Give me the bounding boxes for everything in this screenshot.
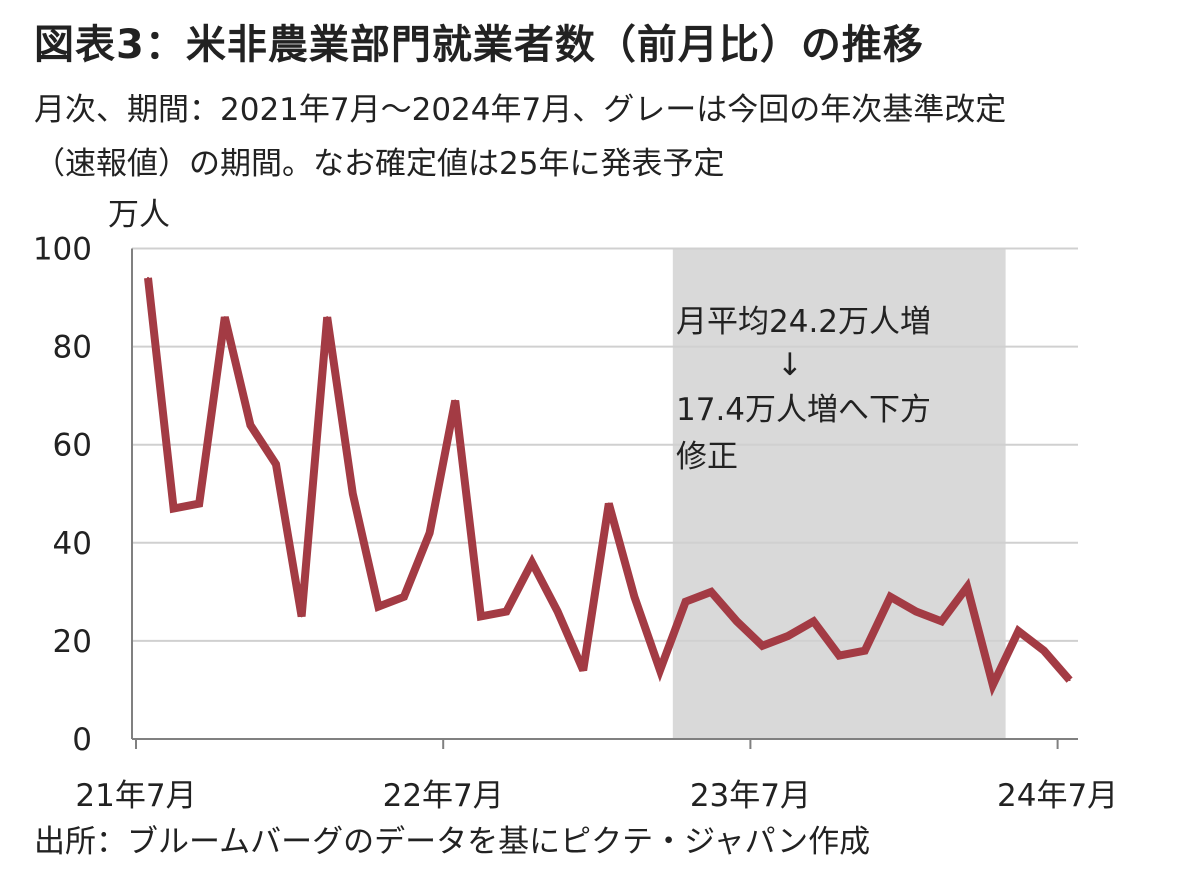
data-point [428, 531, 431, 534]
chart-title: 図表3：米非農業部門就業者数（前月比）の推移 [34, 22, 924, 68]
data-point [607, 502, 610, 505]
data-point [838, 654, 841, 657]
data-point [249, 424, 252, 427]
data-point [812, 620, 815, 623]
data-point [147, 276, 149, 279]
y-tick-label: 100 [33, 232, 92, 268]
data-point [710, 590, 713, 593]
data-point [403, 595, 405, 598]
data-point [479, 615, 482, 618]
x-tick-label: 22年7月 [383, 778, 504, 814]
data-point [633, 595, 636, 598]
data-point [172, 507, 175, 510]
annotation-line: 修正 [676, 439, 738, 475]
data-point [275, 463, 277, 466]
data-point [454, 399, 457, 402]
data-point [787, 634, 789, 637]
data-point [1017, 630, 1020, 633]
y-tick-label: 80 [53, 330, 92, 366]
data-point [684, 600, 687, 603]
data-point [761, 644, 764, 647]
annotation-line: 17.4万人増へ下方 [676, 392, 931, 428]
x-tick-label: 21年7月 [75, 778, 196, 814]
data-point [1043, 649, 1045, 652]
annotation-line: 月平均24.2万人増 [676, 304, 931, 340]
data-point [377, 605, 380, 608]
source-note: 出所：ブルームバーグのデータを基にピクテ・ジャパン作成 [34, 824, 871, 860]
data-point [915, 610, 917, 613]
data-point [531, 561, 533, 564]
data-point [556, 610, 559, 613]
data-point [735, 620, 738, 623]
data-point [351, 492, 354, 495]
y-tick-label: 40 [53, 526, 92, 562]
data-point [940, 620, 943, 623]
data-point [659, 669, 661, 672]
data-point [300, 615, 303, 618]
data-point [966, 585, 969, 588]
data-point [991, 684, 994, 687]
y-unit-label: 万人 [108, 197, 170, 233]
y-tick-label: 20 [53, 624, 92, 660]
data-point [198, 502, 201, 505]
data-point [1068, 679, 1071, 682]
data-point [326, 316, 329, 319]
annotation-line: ↓ [777, 347, 803, 383]
data-point [863, 649, 866, 652]
x-tick-label: 23年7月 [690, 778, 811, 814]
chart-subtitle-line2: （速報値）の期間。なお確定値は25年に発表予定 [34, 146, 725, 182]
data-point [223, 316, 226, 319]
x-tick-label: 24年7月 [997, 778, 1118, 814]
data-point [582, 669, 585, 672]
y-tick-label: 60 [53, 428, 92, 464]
data-point [505, 610, 508, 613]
chart-subtitle-line1: 月次、期間：2021年7月～2024年7月、グレーは今回の年次基準改定 [34, 92, 1007, 128]
y-tick-label: 0 [72, 722, 92, 758]
data-point [889, 595, 892, 598]
